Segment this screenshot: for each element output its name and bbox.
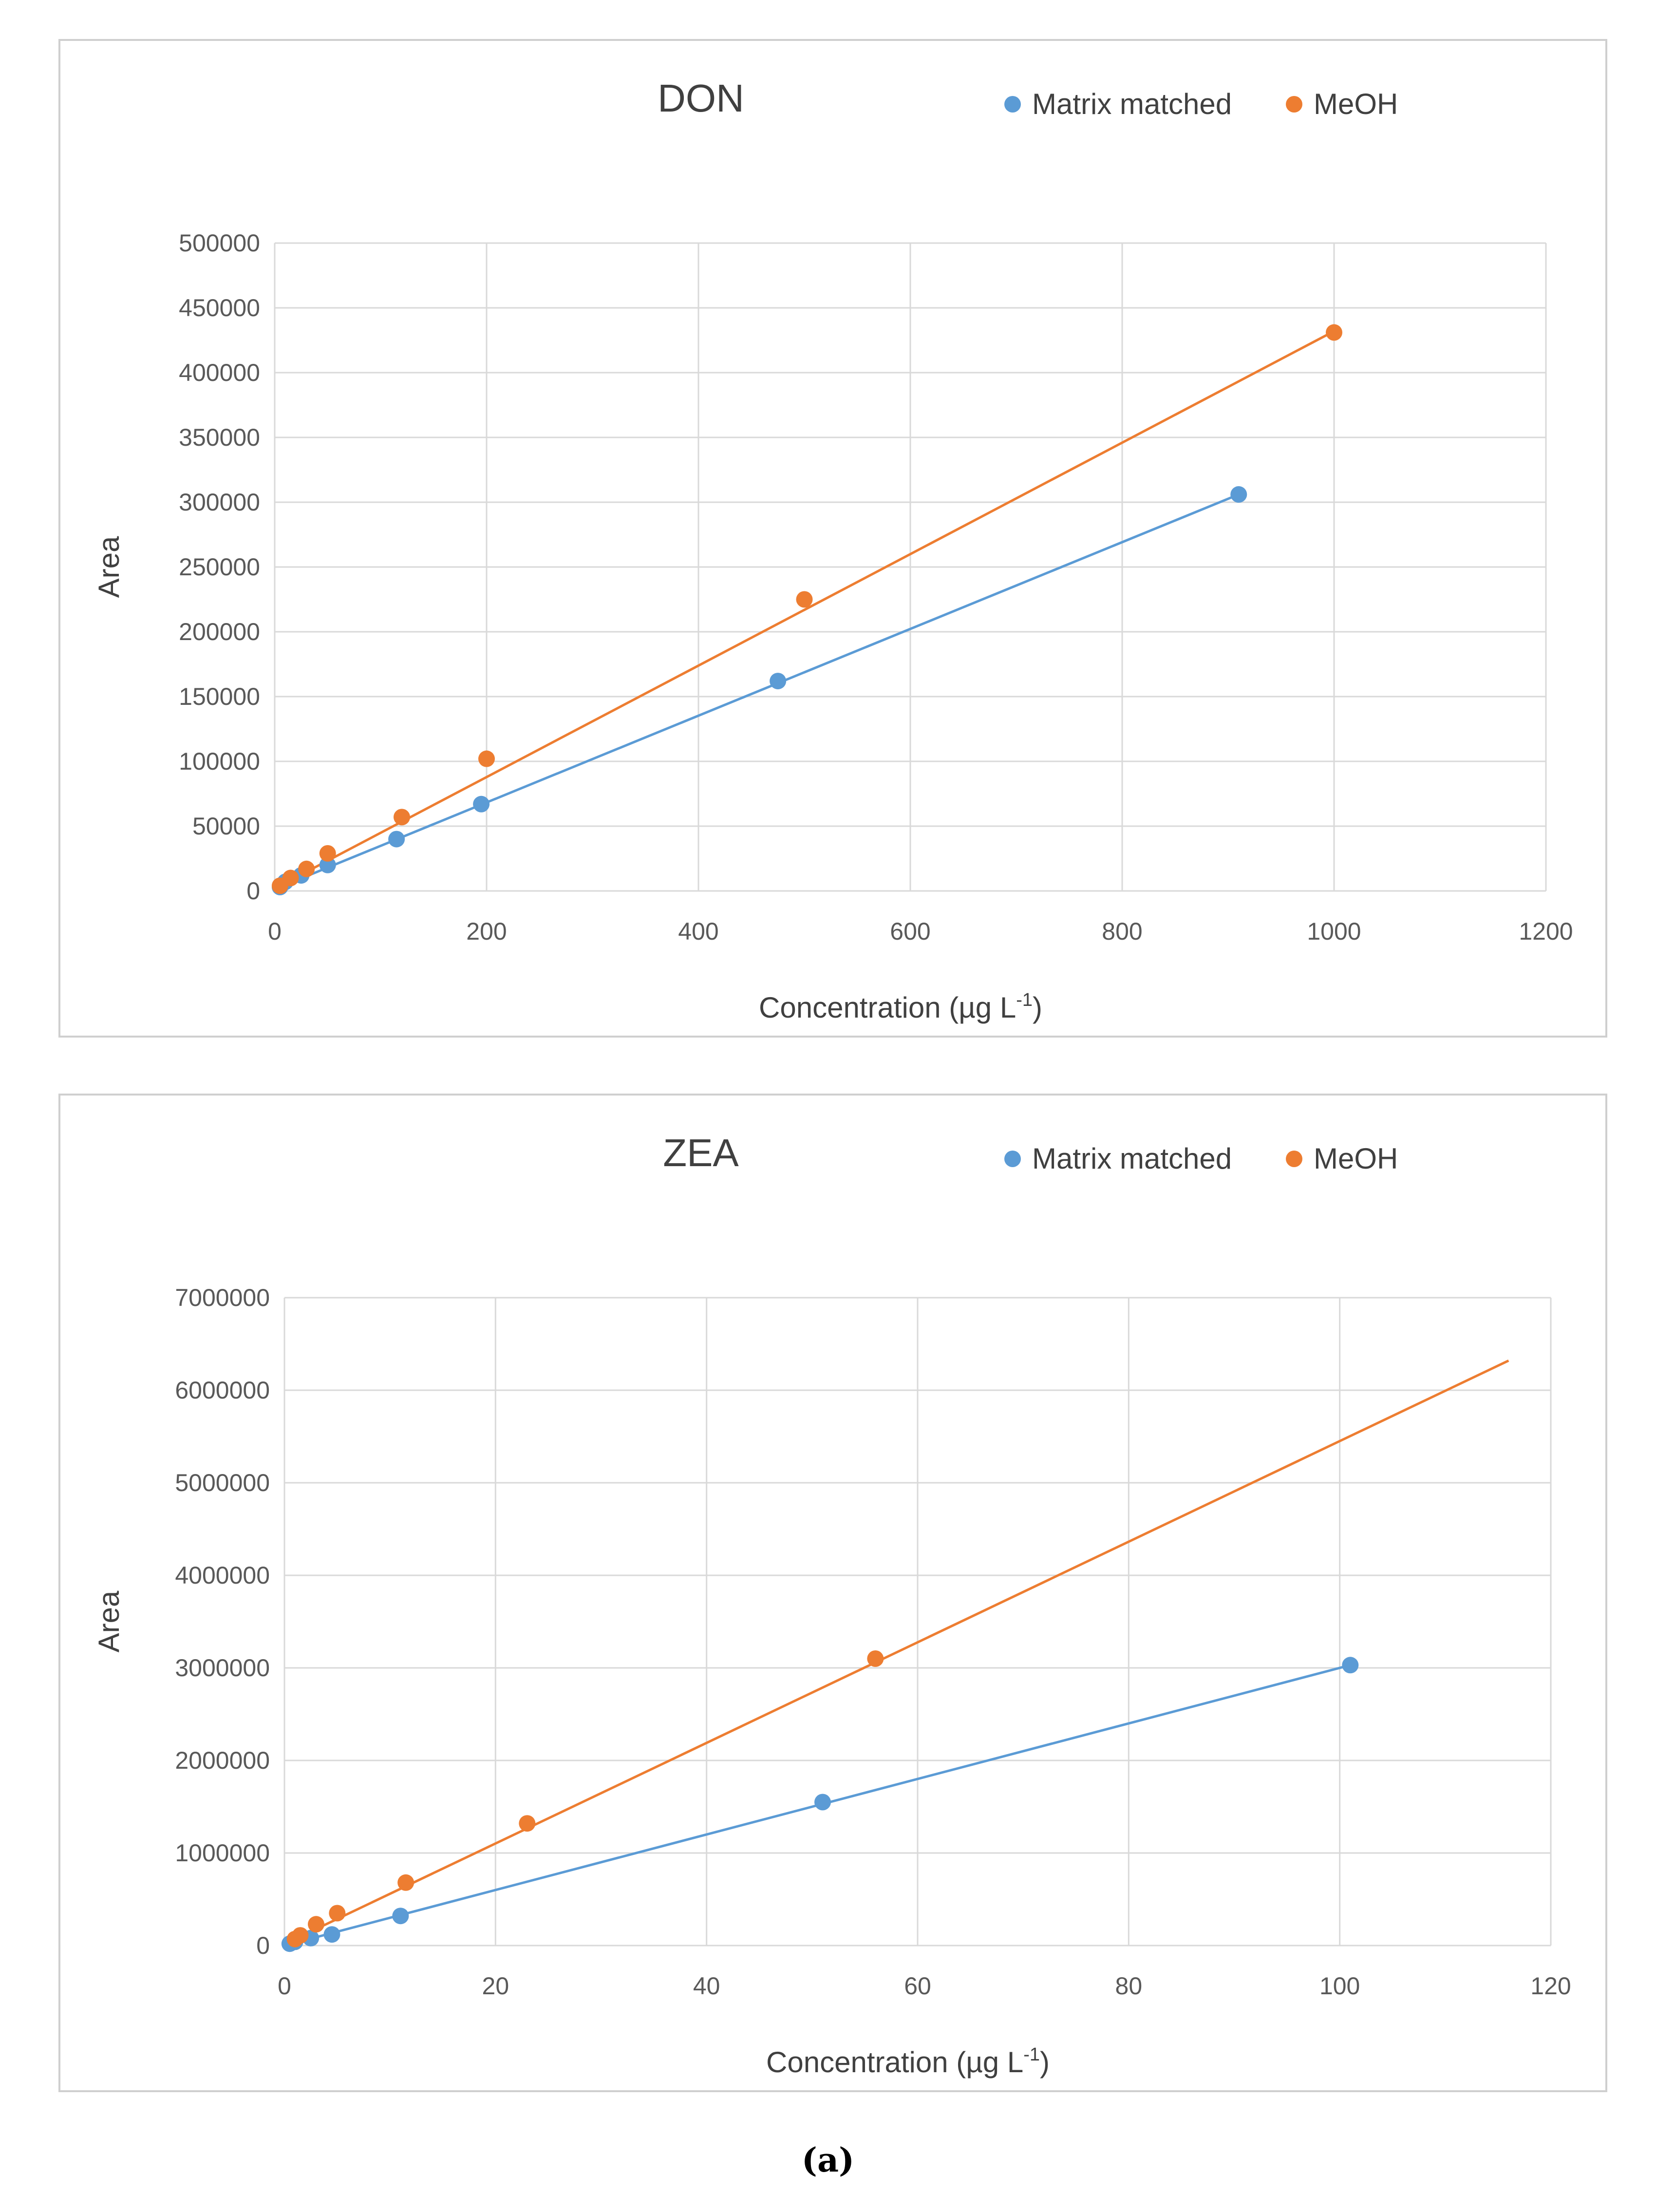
chart-1-series-1-point bbox=[329, 1905, 346, 1922]
chart-0-x-axis-label-main: Concentration (µg L bbox=[759, 991, 1016, 1024]
chart-1-y-axis-label: Area bbox=[93, 1590, 125, 1652]
chart-1-y-tick-label: 0 bbox=[256, 1932, 270, 1959]
chart-0-x-tick-label: 200 bbox=[466, 918, 507, 945]
chart-1-x-tick-label: 80 bbox=[1115, 1972, 1143, 2000]
chart-0-x-tick-label: 0 bbox=[268, 918, 282, 945]
chart-0-x-axis-label-sup: -1 bbox=[1016, 990, 1033, 1010]
chart-1-y-tick-label: 4000000 bbox=[175, 1562, 270, 1589]
chart-0-series-0-point bbox=[770, 673, 787, 690]
chart-1-series-1-point bbox=[308, 1916, 324, 1933]
chart-1-title: ZEA bbox=[663, 1131, 739, 1174]
chart-1-x-tick-label: 20 bbox=[482, 1972, 509, 2000]
chart-1-series-0-point bbox=[323, 1926, 340, 1943]
chart-1-legend-marker bbox=[1286, 1151, 1302, 1167]
chart-0-series-0-point bbox=[388, 831, 405, 848]
chart-0-title: DON bbox=[658, 76, 744, 120]
chart-1-series-1-point bbox=[867, 1650, 884, 1667]
chart-1-series-1-point bbox=[519, 1815, 536, 1832]
chart-0-series-1-point bbox=[796, 591, 813, 608]
chart-0-series-1-point bbox=[319, 845, 336, 862]
chart-0-series-1-trend-line bbox=[279, 330, 1335, 887]
chart-0-x-tick-label: 600 bbox=[890, 918, 930, 945]
chart-1-y-tick-label: 1000000 bbox=[175, 1839, 270, 1867]
chart-0-y-tick-label: 150000 bbox=[179, 683, 260, 710]
chart-1-x-axis-label-end: ) bbox=[1040, 2046, 1050, 2079]
chart-0-y-tick-label: 300000 bbox=[179, 489, 260, 516]
chart-1-x-tick-label: 0 bbox=[278, 1972, 291, 2000]
chart-0-y-tick-label: 250000 bbox=[179, 553, 260, 581]
chart-1-legend-label: MeOH bbox=[1314, 1142, 1398, 1175]
chart-0-series-1-point bbox=[394, 809, 410, 826]
chart-1-y-tick-label: 7000000 bbox=[175, 1284, 270, 1311]
chart-1-legend-label: Matrix matched bbox=[1032, 1142, 1232, 1175]
chart-1-x-tick-label: 120 bbox=[1530, 1972, 1571, 2000]
chart-0-legend-label: Matrix matched bbox=[1032, 88, 1232, 120]
chart-0-y-tick-label: 200000 bbox=[179, 618, 260, 645]
zea-chart-panel: 0 1000000 2000000 3000000 4000000 5000000 6000… bbox=[58, 1094, 1607, 2092]
chart-1-y-tick-label: 2000000 bbox=[175, 1747, 270, 1774]
chart-0-x-axis-label-end: ) bbox=[1033, 991, 1042, 1024]
chart-1-x-axis-label-sup: -1 bbox=[1023, 2044, 1040, 2065]
chart-1-x-axis-label-main: Concentration (µg L bbox=[766, 2046, 1023, 2079]
chart-1-series-0-point bbox=[1342, 1657, 1359, 1674]
chart-0-y-tick-label: 50000 bbox=[192, 813, 260, 840]
chart-1-x-tick-label: 40 bbox=[693, 1972, 720, 2000]
chart-0-series-1-point bbox=[282, 870, 299, 887]
chart-1-y-tick-label: 6000000 bbox=[175, 1377, 270, 1404]
chart-0-series-0-point bbox=[1230, 486, 1247, 503]
chart-0-y-tick-label: 100000 bbox=[179, 748, 260, 775]
chart-1-y-tick-label: 3000000 bbox=[175, 1654, 270, 1682]
chart-0-y-tick-label: 500000 bbox=[179, 229, 260, 257]
chart-0-x-axis-label: Concentration (µg L-1) bbox=[759, 990, 1042, 1024]
chart-0-legend-marker bbox=[1286, 96, 1302, 113]
chart-0-series-1-point bbox=[1326, 324, 1342, 341]
chart-1-series-1-point bbox=[292, 1927, 309, 1944]
chart-0-x-tick-label: 1200 bbox=[1519, 918, 1573, 945]
chart-0-x-tick-label: 800 bbox=[1102, 918, 1142, 945]
chart-0-x-tick-label: 400 bbox=[678, 918, 718, 945]
chart-0-series-0-trend-line bbox=[279, 493, 1240, 889]
chart-0-y-tick-label: 350000 bbox=[179, 424, 260, 451]
chart-0-series-0-point bbox=[319, 856, 336, 873]
zea-chart: 0 1000000 2000000 3000000 4000000 5000000 6000… bbox=[93, 1131, 1571, 2079]
figure-caption: (a) bbox=[801, 2141, 855, 2180]
chart-0-series-1-point bbox=[478, 750, 495, 767]
chart-0-legend-marker bbox=[1004, 96, 1021, 113]
chart-1-x-axis-label: Concentration (µg L-1) bbox=[766, 2044, 1050, 2079]
chart-1-y-tick-label: 5000000 bbox=[175, 1469, 270, 1496]
chart-1-legend-marker bbox=[1004, 1151, 1021, 1167]
chart-0-series-0-point bbox=[473, 795, 490, 813]
chart-0-x-tick-label: 1000 bbox=[1307, 918, 1361, 945]
don-chart-panel: 0 50000 100000 150000 200000 250000 300000 3500… bbox=[58, 39, 1607, 1038]
chart-0-y-axis-label: Area bbox=[93, 536, 125, 598]
chart-0-series-1-point bbox=[298, 860, 315, 877]
chart-1-x-tick-label: 100 bbox=[1319, 1972, 1360, 2000]
chart-1-x-tick-label: 60 bbox=[904, 1972, 931, 2000]
chart-0-legend-label: MeOH bbox=[1314, 88, 1398, 120]
chart-1-series-0-point bbox=[814, 1794, 831, 1811]
chart-0-y-tick-label: 450000 bbox=[179, 294, 260, 321]
chart-0-y-tick-label: 0 bbox=[246, 877, 260, 905]
chart-1-series-1-trend-line bbox=[294, 1359, 1509, 1940]
don-chart: 0 50000 100000 150000 200000 250000 300000 3500… bbox=[93, 76, 1573, 1024]
chart-1-series-0-point bbox=[392, 1908, 409, 1925]
chart-1-series-1-point bbox=[397, 1874, 414, 1891]
chart-0-y-tick-label: 400000 bbox=[179, 359, 260, 386]
